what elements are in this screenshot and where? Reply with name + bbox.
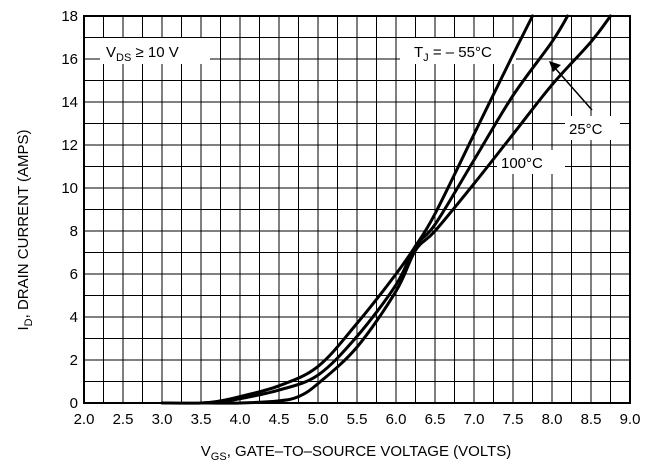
t100-annotation: 100°C — [501, 155, 543, 172]
x-tick-label: 5.0 — [308, 411, 329, 428]
x-tick-label: 8.5 — [581, 411, 602, 428]
t25-label-bg — [565, 116, 620, 140]
y-tick-label: 2 — [70, 352, 78, 369]
tj-label-bg — [400, 38, 516, 64]
x-tick-label: 8.0 — [542, 411, 563, 428]
x-tick-labels: 2.0 2.5 3.0 3.5 4.0 4.5 5.0 5.5 6.0 6.5 7.0 7.5 8.0 8… — [74, 411, 641, 428]
t25-pointer-line — [554, 67, 593, 111]
x-tick-label: 5.5 — [347, 411, 368, 428]
series-lines — [160, 14, 612, 405]
t25-pointer-arrowhead — [549, 61, 561, 72]
vds-label-bg — [100, 38, 210, 64]
tj-annotation: TJ = – 55°C — [414, 44, 492, 64]
y-tick-label: 14 — [61, 94, 78, 111]
y-tick-label: 12 — [61, 137, 78, 154]
series-line-2 — [199, 14, 612, 405]
y-tick-label: 10 — [61, 180, 78, 197]
series-line-1 — [199, 14, 570, 405]
y-tick-labels: 0 2 4 6 8 10 12 14 16 18 — [61, 8, 78, 412]
y-tick-label: 0 — [70, 395, 78, 412]
y-tick-label: 4 — [70, 309, 78, 326]
grid — [83, 15, 631, 404]
y-tick-label: 18 — [61, 8, 78, 25]
vds-annotation: VDS ≥ 10 V — [106, 44, 179, 64]
y-tick-label: 8 — [70, 223, 78, 240]
t100-label-bg — [497, 150, 565, 174]
x-axis-title: VGS, GATE–TO–SOURCE VOLTAGE (VOLTS) — [201, 443, 511, 463]
x-tick-label: 4.5 — [269, 411, 290, 428]
x-tick-label: 6.5 — [425, 411, 446, 428]
y-tick-label: 16 — [61, 51, 78, 68]
x-tick-label: 3.5 — [191, 411, 212, 428]
x-tick-label: 7.0 — [464, 411, 485, 428]
x-tick-label: 6.0 — [386, 411, 407, 428]
y-axis-title: ID, DRAIN CURRENT (AMPS) — [15, 129, 35, 330]
x-tick-label: 7.5 — [503, 411, 524, 428]
x-tick-label: 9.0 — [620, 411, 641, 428]
x-tick-label: 2.0 — [74, 411, 95, 428]
x-tick-label: 3.0 — [152, 411, 173, 428]
y-tick-label: 6 — [70, 266, 78, 283]
plot-border — [83, 15, 631, 404]
x-tick-label: 2.5 — [113, 411, 134, 428]
x-tick-label: 4.0 — [230, 411, 251, 428]
t25-annotation: 25°C — [569, 121, 603, 138]
